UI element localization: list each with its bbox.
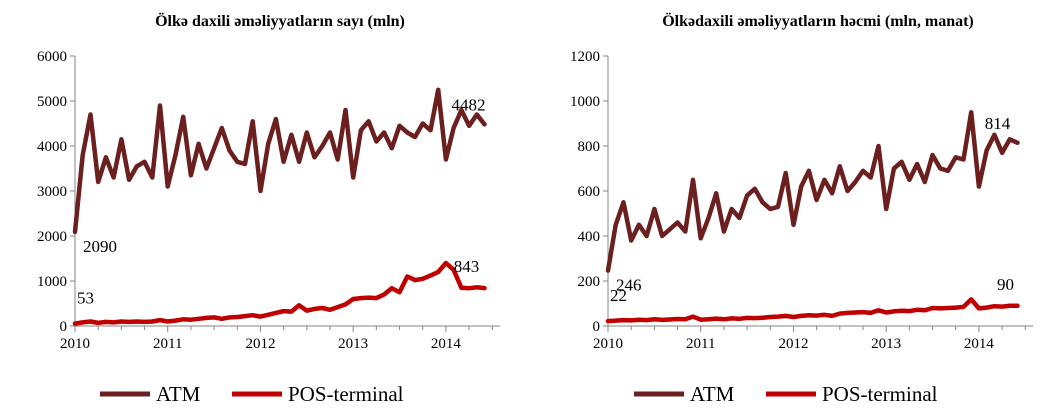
x-tick-label: 2011: [686, 336, 715, 352]
pos-data-label: 53: [77, 289, 94, 308]
y-tick-label: 1000: [37, 274, 67, 290]
atm-series-line: [605, 110, 1020, 273]
legend-atm-label: ATM: [690, 382, 735, 406]
y-tick-label: 0: [593, 319, 601, 335]
legend-pos-label: POS-terminal: [822, 382, 938, 406]
x-tick-label: 2010: [60, 336, 90, 352]
y-tick-label: 5000: [37, 94, 67, 110]
y-tick-label: 600: [578, 184, 601, 200]
atm-data-label: 814: [985, 114, 1011, 133]
y-tick-label: 4000: [37, 139, 67, 155]
y-tick-label: 200: [578, 274, 601, 290]
atm-data-label: 246: [616, 276, 642, 295]
volume-chart-legend: ATM POS-terminal: [634, 382, 938, 406]
atm-data-label: 2090: [83, 237, 117, 256]
volume-chart-title: Ölkədaxili əməliyyatların həcmi (mln, ma…: [662, 12, 974, 30]
pos-series-line: [605, 297, 1020, 324]
atm-series-line: [72, 87, 487, 235]
count-chart-legend: ATM POS-terminal: [100, 382, 404, 406]
pos-data-label: 90: [997, 275, 1014, 294]
x-tick-label: 2010: [593, 336, 623, 352]
y-tick-label: 2000: [37, 229, 67, 245]
x-tick-label: 2013: [871, 336, 901, 352]
pos-data-label: 843: [454, 257, 480, 276]
x-tick-label: 2012: [778, 336, 808, 352]
x-tick-label: 2013: [338, 336, 368, 352]
y-tick-label: 6000: [37, 49, 67, 65]
count-chart-title: Ölkə daxili əməliyyatların sayı (mln): [155, 12, 405, 30]
count-chart: Ölkə daxili əməliyyatların sayı (mln) 0 1…: [37, 12, 500, 352]
pos-series-line: [72, 260, 487, 326]
x-tick-label: 2012: [245, 336, 275, 352]
legend-pos-label: POS-terminal: [288, 382, 404, 406]
y-tick-label: 3000: [37, 184, 67, 200]
y-tick-label: 1000: [570, 94, 600, 110]
y-tick-label: 1200: [570, 49, 600, 65]
legend-atm-label: ATM: [156, 382, 201, 406]
x-tick-label: 2011: [153, 336, 182, 352]
x-tick-label: 2014: [431, 336, 462, 352]
y-tick-label: 400: [578, 229, 601, 245]
y-tick-label: 800: [578, 139, 601, 155]
x-tick-label: 2014: [964, 336, 995, 352]
y-tick-label: 0: [60, 319, 68, 335]
volume-chart: Ölkədaxili əməliyyatların həcmi (mln, ma…: [570, 12, 1033, 352]
atm-data-label: 4482: [452, 95, 486, 114]
pos-data-label: 22: [610, 286, 627, 305]
